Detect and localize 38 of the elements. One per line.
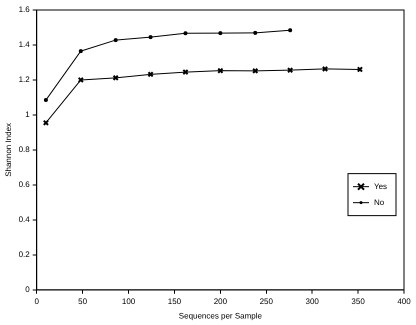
point: [148, 35, 153, 40]
point: [78, 49, 83, 54]
point: [218, 31, 222, 36]
y-axis-title: Shannon Index: [4, 122, 14, 177]
point: [253, 30, 258, 35]
point: [288, 28, 292, 32]
x-tick-label: 300: [306, 296, 320, 306]
point: [322, 66, 328, 72]
y-tick-label: 0.8: [18, 145, 30, 154]
point: [112, 74, 119, 81]
point: [183, 31, 188, 36]
x-tick-label: 350: [351, 296, 366, 306]
x-tick-label: 50: [78, 296, 88, 306]
legend-label: Yes: [374, 182, 388, 191]
y-tick-label: 1.2: [18, 75, 30, 84]
y-tick-label: 0.6: [18, 180, 30, 190]
point: [252, 68, 258, 74]
y-tick-label: 0.2: [18, 250, 30, 260]
point: [217, 68, 224, 74]
point: [44, 98, 48, 102]
point: [78, 76, 84, 84]
x-tick-label: 100: [122, 296, 136, 306]
y-tick-label: 1.4: [18, 40, 30, 50]
legend-label: No: [374, 198, 385, 207]
point: [147, 71, 154, 78]
x-tick-label: 150: [168, 296, 182, 306]
point: [182, 68, 189, 76]
y-tick-label: 0: [25, 285, 30, 294]
point: [114, 38, 118, 42]
y-tick-label: 1.6: [18, 5, 30, 14]
x-axis-title: Sequences per Sample: [178, 311, 262, 320]
point: [287, 67, 294, 74]
y-tick-label: 1: [25, 110, 30, 120]
y-tick-label: 0.4: [18, 215, 30, 224]
x-tick-label: 250: [260, 296, 274, 306]
x-tick-label: 0: [34, 296, 40, 306]
x-tick-label: 400: [397, 296, 412, 306]
x-tick-label: 200: [214, 296, 228, 306]
